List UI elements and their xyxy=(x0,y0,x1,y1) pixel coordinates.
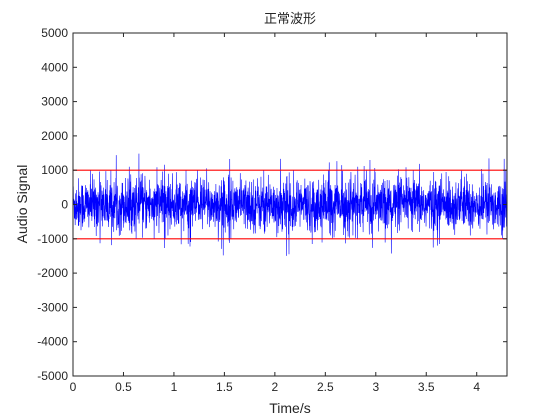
threshold-lines xyxy=(73,169,507,240)
y-tick-label: 5000 xyxy=(41,26,68,40)
y-tick-label: -3000 xyxy=(37,300,68,314)
x-tick-label: 2.5 xyxy=(317,380,334,394)
x-axis-label: Time/s xyxy=(269,400,310,416)
x-tick-label: 3 xyxy=(372,380,379,394)
waveform-series xyxy=(72,153,508,256)
x-axis: 0 0.5 1 1.5 2 2.5 3 3.5 4 xyxy=(70,33,480,394)
y-tick-label: -5000 xyxy=(37,369,68,383)
y-tick-label: 4000 xyxy=(41,60,68,74)
y-tick-label: 0 xyxy=(61,198,68,212)
y-axis: 5000 4000 3000 2000 1000 0 -1000 -2000 -3000 -400… xyxy=(37,26,507,383)
y-tick-label: -1000 xyxy=(37,232,68,246)
x-tick-label: 3.5 xyxy=(418,380,435,394)
x-tick-label: 0.5 xyxy=(115,380,132,394)
y-tick-label: 2000 xyxy=(41,129,68,143)
x-tick-label: 1.5 xyxy=(216,380,233,394)
x-tick-label: 4 xyxy=(473,380,480,394)
y-tick-label: -2000 xyxy=(37,266,68,280)
y-tick-label: -4000 xyxy=(37,335,68,349)
waveform-line xyxy=(72,153,508,256)
x-tick-label: 0 xyxy=(70,380,77,394)
x-tick-label: 1 xyxy=(171,380,178,394)
chart-title: 正常波形 xyxy=(264,12,316,27)
x-tick-label: 2 xyxy=(272,380,279,394)
y-tick-label: 3000 xyxy=(41,95,68,109)
y-axis-label: Audio Signal xyxy=(14,165,30,244)
y-tick-label: 1000 xyxy=(41,163,68,177)
